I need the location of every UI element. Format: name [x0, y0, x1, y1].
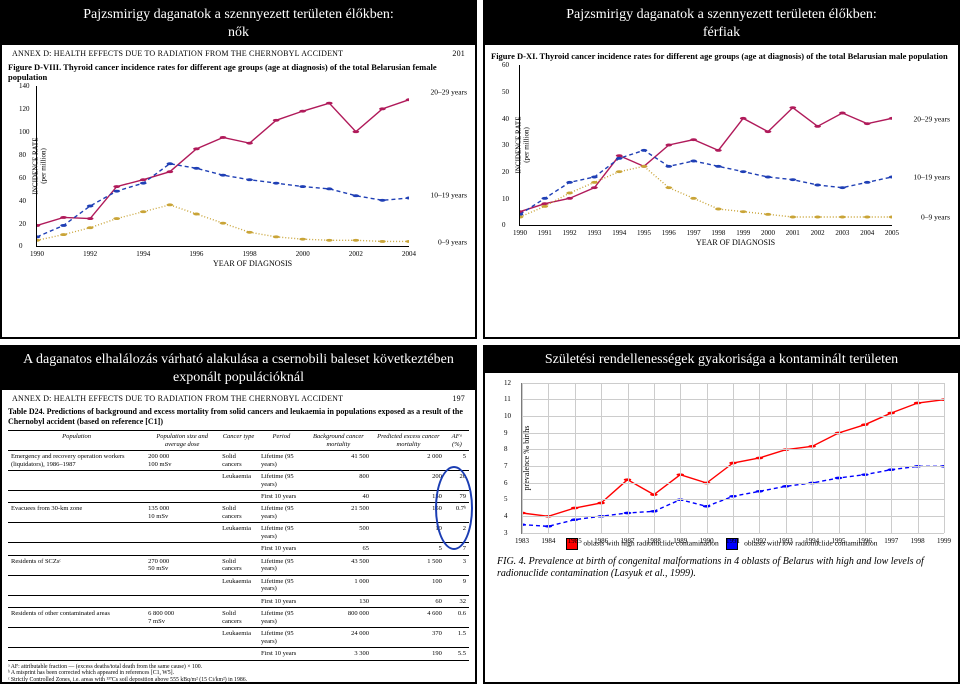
- line-chart-male: INCIDENCE RATE(per million) 010203040506…: [519, 65, 892, 226]
- slide-male-thyroid: Pajzsmirigy daganatok a szennyezett terü…: [483, 0, 960, 339]
- figure-caption: FIG. 4. Prevalence at birth of congenita…: [491, 556, 952, 581]
- annex-page: 197: [452, 394, 465, 403]
- line-chart-female: INCIDENCE RATE(per million) 020406080100…: [36, 86, 409, 247]
- chart-legend: oblasts with high radionuclide contamina…: [491, 538, 952, 550]
- table-row: LeukaemiaLifetime (95 years)500102: [8, 523, 469, 543]
- table-row: First 10 years6557: [8, 543, 469, 555]
- table-header: Predicted excess cancer mortality: [372, 431, 445, 451]
- table-header: Cancer type: [219, 431, 258, 451]
- mortality-table: PopulationPopulation size and average do…: [8, 430, 469, 660]
- slide-title: A daganatos elhalálozás várható alakulás…: [2, 347, 475, 390]
- slide-mortality-table: A daganatos elhalálozás várható alakulás…: [0, 345, 477, 684]
- table-title: Table D24. Predictions of background and…: [8, 407, 469, 426]
- slide-title: Pajzsmirigy daganatok a szennyezett terü…: [2, 2, 475, 45]
- annex-page: 201: [452, 49, 465, 58]
- x-axis-label: YEAR OF DIAGNOSIS: [519, 238, 952, 247]
- annex-text: ANNEX D: HEALTH EFFECTS DUE TO RADIATION…: [12, 394, 343, 403]
- table-header: Population: [8, 431, 145, 451]
- table-row: LeukaemiaLifetime (95 years)1 0001009: [8, 575, 469, 595]
- figure-caption: Figure D-VIII. Thyroid cancer incidence …: [8, 62, 469, 82]
- table-header: Population size and average dose: [145, 431, 219, 451]
- table-row: Evacuees from 30-km zone135 00010 mSvSol…: [8, 503, 469, 523]
- annex-text: ANNEX D: HEALTH EFFECTS DUE TO RADIATION…: [12, 49, 343, 58]
- figure-caption: Figure D-XI. Thyroid cancer incidence ra…: [491, 51, 952, 61]
- table-header: Background cancer mortality: [305, 431, 372, 451]
- table-header: Period: [258, 431, 305, 451]
- table-row: LeukaemiaLifetime (95 years)24 0003701.5: [8, 628, 469, 648]
- slide-content: ANNEX D: HEALTH EFFECTS DUE TO RADIATION…: [2, 45, 475, 337]
- slide-content: Figure D-XI. Thyroid cancer incidence ra…: [485, 45, 958, 337]
- table-row: Residents of other contaminated areas6 8…: [8, 608, 469, 628]
- slide-congenital: Születési rendellenességek gyakorisága a…: [483, 345, 960, 684]
- table-row: LeukaemiaLifetime (95 years)80020020: [8, 471, 469, 491]
- table-row: First 10 years3 3001905.5: [8, 648, 469, 660]
- table-row: First 10 years4015079: [8, 491, 469, 503]
- slide-title: Születési rendellenességek gyakorisága a…: [485, 347, 958, 373]
- table-row: Emergency and recovery operation workers…: [8, 451, 469, 471]
- slide-title: Pajzsmirigy daganatok a szennyezett terü…: [485, 2, 958, 45]
- slide-female-thyroid: Pajzsmirigy daganatok a szennyezett terü…: [0, 0, 477, 339]
- table-header: AFᵃ (%): [445, 431, 469, 451]
- table-row: Residents of SCZsᶜ270 00050 mSvSolid can…: [8, 555, 469, 575]
- slide-content: prevalence ‰ births 34567891011121983198…: [485, 373, 958, 683]
- line-chart-congenital: prevalence ‰ births 34567891011121983198…: [521, 383, 944, 534]
- table-row: First 10 years1306032: [8, 595, 469, 607]
- slide-content: ANNEX D: HEALTH EFFECTS DUE TO RADIATION…: [2, 390, 475, 684]
- x-axis-label: YEAR OF DIAGNOSIS: [36, 259, 469, 268]
- table-footnotes: ᵃ AF: attributable fraction — (excess de…: [8, 664, 469, 684]
